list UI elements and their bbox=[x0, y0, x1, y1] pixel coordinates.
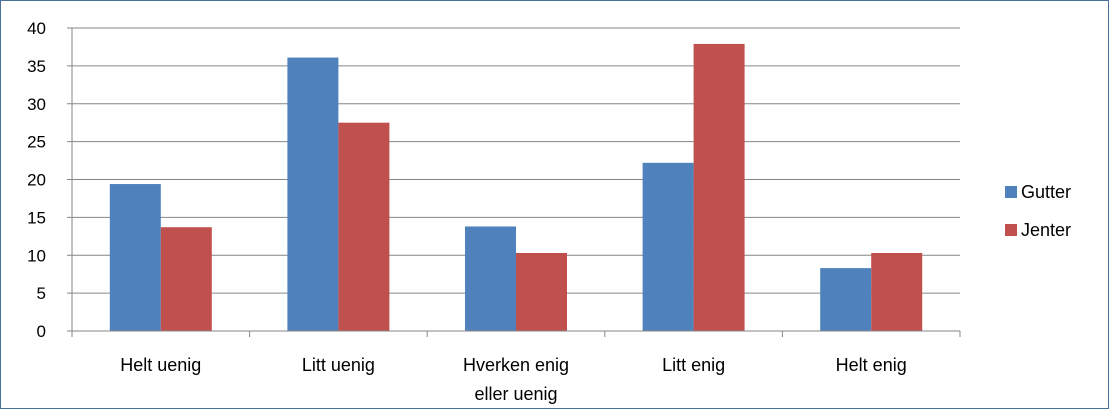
bar-series bbox=[109, 43, 923, 331]
bar-gutter bbox=[465, 226, 516, 331]
y-axis-tick-labels: 0 5 10 15 20 25 30 35 40 bbox=[27, 19, 46, 341]
x-category-label: Helt enig bbox=[836, 355, 907, 375]
legend-label: Jenter bbox=[1021, 220, 1071, 240]
bar-gutter bbox=[109, 184, 161, 331]
x-category-label: Litt enig bbox=[662, 355, 725, 375]
x-axis-category-labels: Helt uenig Litt uenig Hverken enig eller ue… bbox=[120, 355, 906, 404]
legend-swatch-gutter bbox=[1005, 186, 1017, 198]
legend-swatch-jenter bbox=[1005, 224, 1017, 236]
bar-gutter bbox=[820, 268, 872, 331]
axes bbox=[71, 28, 961, 337]
y-tick-label: 40 bbox=[27, 19, 46, 38]
bar-jenter bbox=[871, 252, 923, 331]
bar-gutter bbox=[642, 162, 694, 331]
bar-jenter bbox=[693, 43, 745, 331]
y-tick-label: 35 bbox=[27, 57, 46, 76]
gridlines bbox=[67, 27, 960, 332]
x-category-label: Litt uenig bbox=[302, 355, 375, 375]
y-tick-label: 30 bbox=[27, 95, 46, 114]
y-tick-label: 15 bbox=[27, 208, 46, 227]
y-tick-label: 10 bbox=[27, 246, 46, 265]
y-tick-label: 0 bbox=[37, 322, 46, 341]
legend-label: Gutter bbox=[1021, 182, 1071, 202]
x-category-label: Hverken enig bbox=[463, 355, 569, 375]
bar-jenter bbox=[516, 252, 567, 331]
y-tick-label: 25 bbox=[27, 133, 46, 152]
bar-jenter bbox=[338, 122, 390, 331]
y-tick-label: 20 bbox=[27, 171, 46, 190]
y-tick-label: 5 bbox=[37, 284, 46, 303]
legend: Gutter Jenter bbox=[1005, 182, 1071, 240]
bar-gutter bbox=[287, 57, 339, 331]
x-category-label: Helt uenig bbox=[120, 355, 201, 375]
x-category-label: eller uenig bbox=[474, 384, 557, 404]
bar-jenter bbox=[160, 227, 212, 331]
